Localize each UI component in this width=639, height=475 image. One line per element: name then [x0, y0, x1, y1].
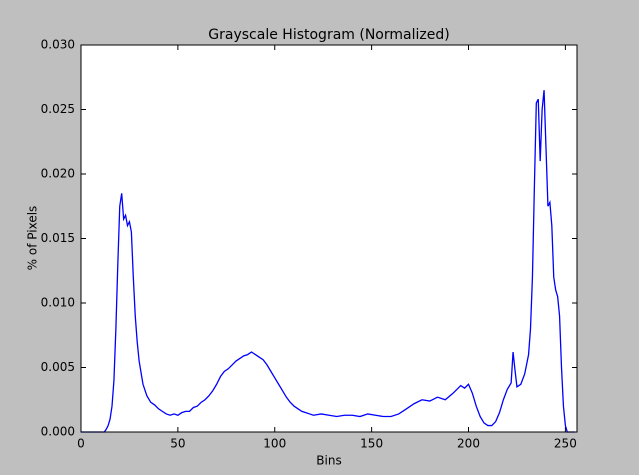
plot-area [81, 45, 577, 432]
y-tick-label: 0.005 [41, 360, 75, 374]
y-tick-label: 0.025 [41, 102, 75, 116]
y-tick-label: 0.010 [41, 296, 75, 310]
y-tick-label: 0.015 [41, 231, 75, 245]
y-axis-label: % of Pixels [26, 206, 40, 271]
x-tick-label: 150 [360, 437, 383, 451]
x-tick-label: 250 [554, 437, 577, 451]
x-tick-label: 100 [263, 437, 286, 451]
histogram-line [81, 90, 576, 433]
x-tick-label: 0 [77, 437, 85, 451]
x-tick-label: 50 [170, 437, 185, 451]
chart-title: Grayscale Histogram (Normalized) [208, 27, 449, 43]
y-tick-label: 0.020 [41, 167, 75, 181]
x-axis-label: Bins [316, 454, 341, 468]
x-tick-label: 200 [457, 437, 480, 451]
y-tick-label: 0.000 [41, 425, 75, 439]
plot-frame [80, 44, 578, 433]
y-tick-label: 0.030 [41, 38, 75, 52]
